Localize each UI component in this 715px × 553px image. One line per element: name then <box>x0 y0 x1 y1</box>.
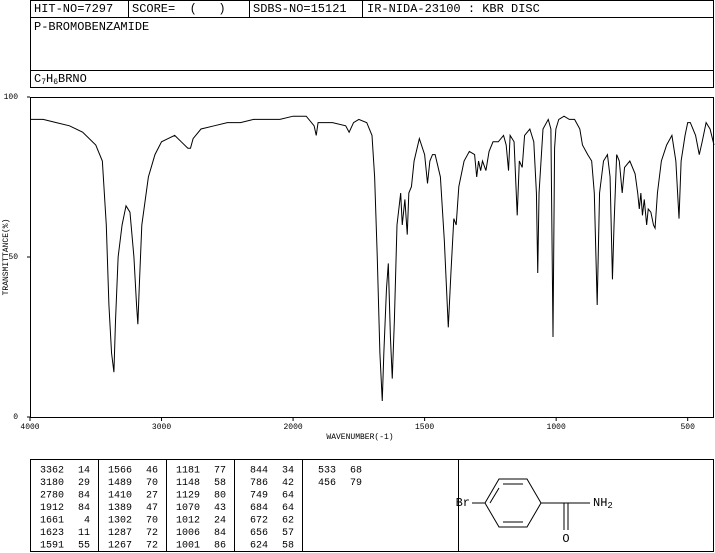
hit-number: HIT-NO=7297 <box>34 2 113 16</box>
peak-wavenumber: 3180 <box>40 478 64 489</box>
peak-transmittance: 47 <box>146 503 158 514</box>
peak-transmittance: 34 <box>282 466 294 477</box>
peak-transmittance: 58 <box>282 541 294 552</box>
peak-wavenumber: 1148 <box>176 478 200 489</box>
peak-wavenumber: 749 <box>250 491 268 502</box>
peak-wavenumber: 1181 <box>176 466 200 477</box>
peak-transmittance: 84 <box>78 491 90 502</box>
peak-transmittance: 86 <box>214 541 226 552</box>
peak-transmittance: 57 <box>282 528 294 539</box>
formula: C7H6BRNO <box>34 72 87 87</box>
peak-wavenumber: 684 <box>250 503 268 514</box>
x-tick-label: 500 <box>680 423 695 432</box>
peak-wavenumber: 2780 <box>40 491 64 502</box>
peak-transmittance: 4 <box>84 516 90 527</box>
x-tick-label: 3000 <box>152 423 171 432</box>
formula-subscript: 7 <box>41 78 46 87</box>
peak-transmittance: 29 <box>78 478 90 489</box>
peak-wavenumber: 1591 <box>40 541 64 552</box>
peak-wavenumber: 1410 <box>108 491 132 502</box>
peak-wavenumber: 1006 <box>176 528 200 539</box>
atom-label: Br <box>456 496 470 510</box>
benzene-ring <box>484 478 542 528</box>
peak-wavenumber: 786 <box>250 478 268 489</box>
peak-wavenumber: 1389 <box>108 503 132 514</box>
header-box <box>30 0 714 88</box>
peak-transmittance: 72 <box>146 541 158 552</box>
peak-transmittance: 55 <box>78 541 90 552</box>
peak-wavenumber: 1661 <box>40 516 64 527</box>
x-tick-label: 4000 <box>20 423 39 432</box>
peak-transmittance: 14 <box>78 466 90 477</box>
peak-transmittance: 24 <box>214 516 226 527</box>
double-bond <box>489 487 500 504</box>
peak-wavenumber: 844 <box>250 466 268 477</box>
peak-wavenumber: 456 <box>318 478 336 489</box>
peak-wavenumber: 672 <box>250 516 268 527</box>
structure <box>472 478 590 530</box>
atom-label: O <box>562 532 569 546</box>
peak-transmittance: 27 <box>146 491 158 502</box>
y-tick-label: 0 <box>13 413 18 422</box>
formula-part: C <box>34 72 41 86</box>
peak-wavenumber: 624 <box>250 541 268 552</box>
peak-wavenumber: 1267 <box>108 541 132 552</box>
formula-part: H <box>46 72 53 86</box>
peak-wavenumber: 3362 <box>40 466 64 477</box>
bottom-box <box>30 459 714 552</box>
peak-wavenumber: 1623 <box>40 528 64 539</box>
x-tick-label: 1500 <box>415 423 434 432</box>
peak-wavenumber: 1129 <box>176 491 200 502</box>
peak-transmittance: 84 <box>214 528 226 539</box>
peak-transmittance: 70 <box>146 478 158 489</box>
compound-name: P-BROMOBENZAMIDE <box>34 20 149 34</box>
peak-transmittance: 72 <box>146 528 158 539</box>
x-tick-label: 1000 <box>547 423 566 432</box>
plot-frame <box>30 97 714 418</box>
peak-transmittance: 79 <box>350 478 362 489</box>
x-tick-label: 2000 <box>283 423 302 432</box>
peak-wavenumber: 1001 <box>176 541 200 552</box>
peak-wavenumber: 1912 <box>40 503 64 514</box>
peak-transmittance: 68 <box>350 466 362 477</box>
peak-wavenumber: 1566 <box>108 466 132 477</box>
formula-part: BRNO <box>58 72 87 86</box>
peak-transmittance: 62 <box>282 516 294 527</box>
peak-transmittance: 64 <box>282 503 294 514</box>
y-tick-label: 100 <box>4 93 19 102</box>
atom-label-part: NH <box>593 496 607 510</box>
score: SCORE= ( ) <box>132 2 226 16</box>
peak-transmittance: 64 <box>282 491 294 502</box>
peak-wavenumber: 1302 <box>108 516 132 527</box>
peak-wavenumber: 1070 <box>176 503 200 514</box>
peak-transmittance: 46 <box>146 466 158 477</box>
y-axis-label: TRANSMITTANCE(%) <box>2 219 11 296</box>
x-axis-label: WAVENUMBER(-1) <box>326 433 393 442</box>
peak-transmittance: 77 <box>214 466 226 477</box>
spectrum-line <box>30 115 715 402</box>
peak-transmittance: 58 <box>214 478 226 489</box>
peak-wavenumber: 1012 <box>176 516 200 527</box>
method: IR-NIDA-23100 : KBR DISC <box>367 2 540 16</box>
peak-transmittance: 80 <box>214 491 226 502</box>
peak-transmittance: 43 <box>214 503 226 514</box>
peak-transmittance: 11 <box>78 528 90 539</box>
peak-wavenumber: 656 <box>250 528 268 539</box>
sdbs-number: SDBS-NO=15121 <box>253 2 347 16</box>
peak-wavenumber: 1287 <box>108 528 132 539</box>
peak-transmittance: 84 <box>78 503 90 514</box>
formula-subscript: 6 <box>53 78 58 87</box>
atom-label: NH2 <box>593 496 613 511</box>
peak-wavenumber: 1489 <box>108 478 132 489</box>
peak-wavenumber: 533 <box>318 466 336 477</box>
peak-transmittance: 42 <box>282 478 294 489</box>
peak-transmittance: 70 <box>146 516 158 527</box>
atom-label-subscript: 2 <box>607 501 612 511</box>
y-tick-label: 50 <box>8 253 18 262</box>
